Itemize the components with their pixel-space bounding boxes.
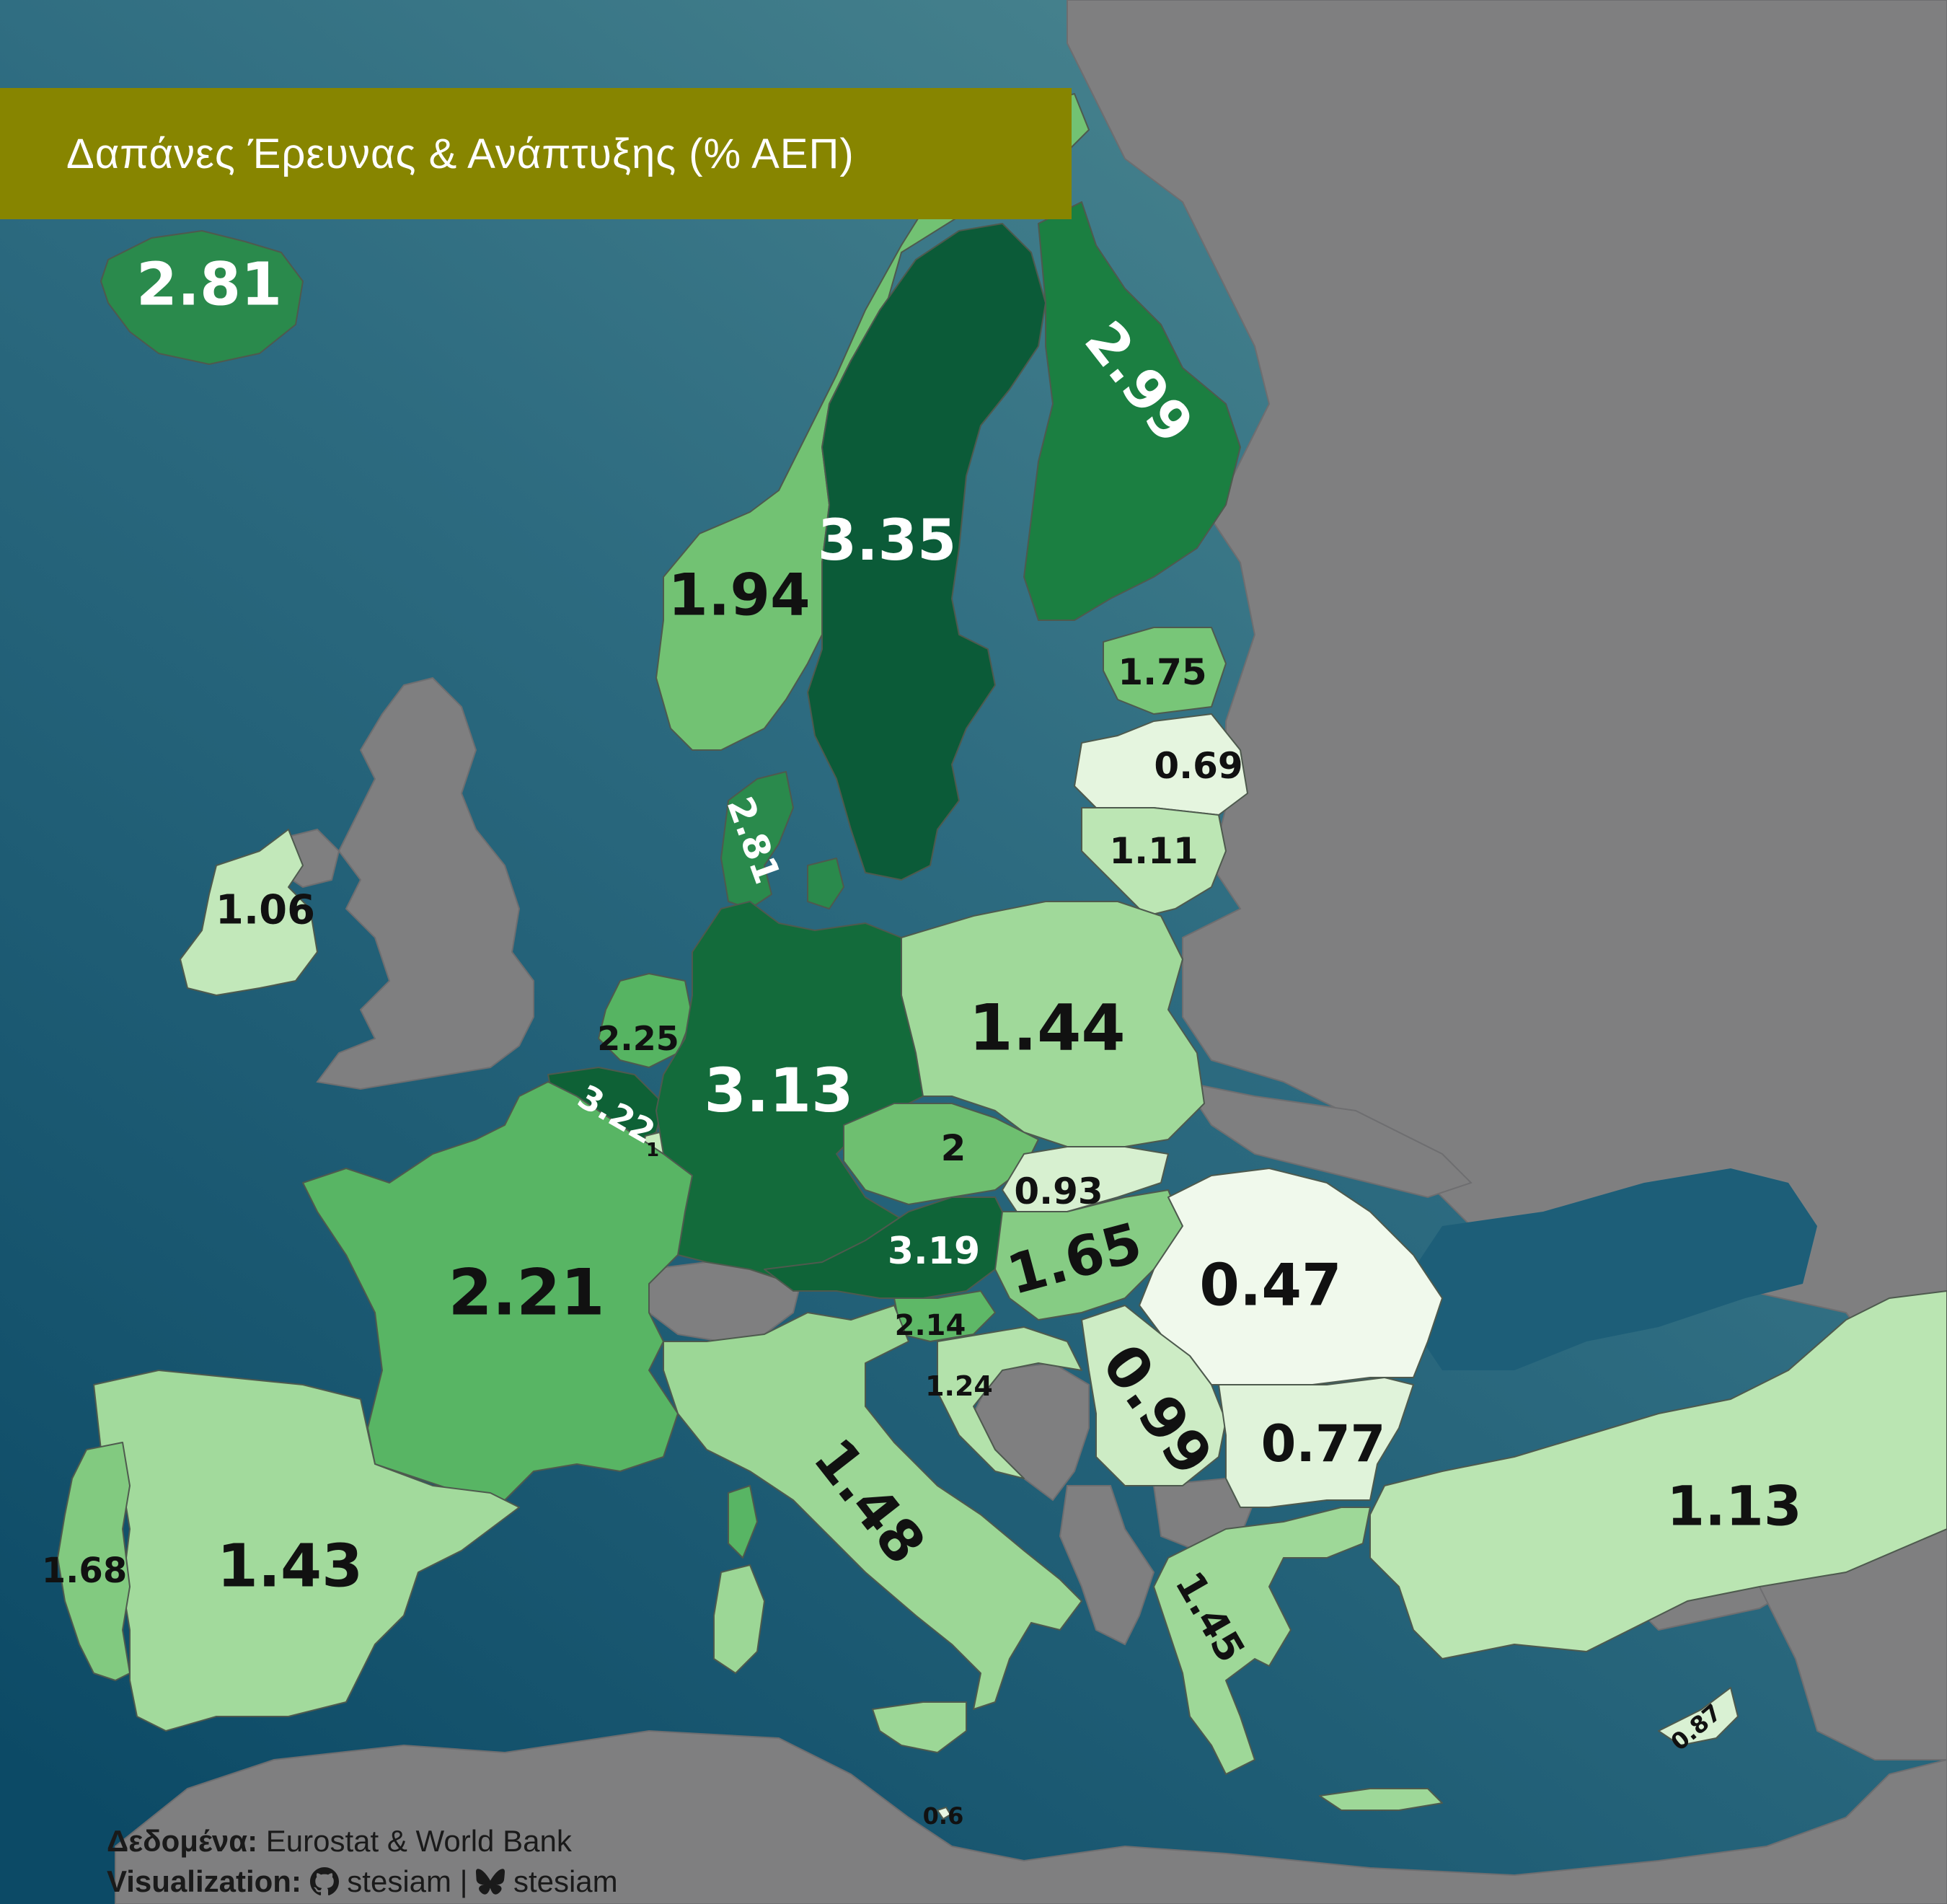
label-netherlands: 2.25 (597, 1019, 679, 1058)
country-malta (937, 1807, 951, 1820)
credits-data-label: Δεδομένα: (107, 1824, 258, 1858)
label-latvia: 0.69 (1154, 745, 1242, 787)
country-norway (655, 93, 1090, 751)
non-data-land (115, 0, 1947, 1904)
label-france: 2.21 (448, 1256, 604, 1330)
country-croatia (937, 1326, 1082, 1479)
label-ireland: 1.06 (216, 887, 315, 934)
country-sweden (807, 223, 1046, 881)
label-estonia: 1.75 (1118, 651, 1206, 693)
label-spain: 1.43 (217, 1533, 363, 1601)
country-latvia (1074, 713, 1248, 816)
country-hungary (994, 1189, 1183, 1321)
label-poland: 1.44 (968, 991, 1125, 1065)
label-portugal: 1.68 (42, 1551, 127, 1591)
label-austria: 3.19 (888, 1230, 980, 1273)
country-finland (1023, 201, 1241, 621)
credits-data-source: Eurostat & World Bank (265, 1824, 572, 1858)
label-czechia: 2 (941, 1127, 966, 1169)
credits-data-line: Δεδομένα: Eurostat & World Bank (107, 1821, 618, 1861)
country-portugal (57, 1442, 131, 1681)
label-lithuania: 1.11 (1109, 830, 1198, 872)
country-ireland (180, 829, 318, 996)
title-bar: Δαπάνες Έρευνας & Ανάπτυξης (% ΑΕΠ) (0, 88, 1072, 219)
credits-github-handle: stesiam (347, 1864, 451, 1898)
github-icon (309, 1867, 339, 1896)
country-france-corsica (728, 1485, 758, 1559)
country-denmark (720, 771, 794, 909)
bluesky-butterfly-icon (476, 1869, 505, 1895)
country-netherlands (598, 973, 693, 1068)
label-luxembourg: 1 (646, 1140, 659, 1161)
credits-bluesky-handle: stesiam (513, 1864, 618, 1898)
label-slovakia: 0.93 (1014, 1171, 1103, 1212)
label-malta: 0.6 (923, 1802, 964, 1830)
label-slovenia: 2.14 (895, 1309, 966, 1342)
map-title: Δαπάνες Έρευνας & Ανάπτυξης (% ΑΕΠ) (66, 130, 855, 177)
label-romania: 0.47 (1199, 1252, 1341, 1319)
data-countries (57, 93, 1947, 1820)
credits: Δεδομένα: Eurostat & World Bank Visualiz… (107, 1821, 618, 1902)
country-greece (1153, 1507, 1371, 1775)
label-sweden: 3.35 (818, 508, 956, 573)
country-bulgaria (1218, 1377, 1414, 1508)
country-lithuania (1081, 807, 1227, 917)
country-denmark-islands (807, 858, 844, 909)
country-greece-crete (1319, 1788, 1443, 1811)
label-turkey: 1.13 (1666, 1474, 1802, 1538)
credits-viz-line: Visualization: stesiam | stesiam (107, 1861, 618, 1902)
country-italy-sicily (872, 1701, 967, 1753)
country-cyprus (1658, 1687, 1739, 1746)
country-slovakia (1002, 1146, 1169, 1212)
country-serbia (1081, 1305, 1227, 1486)
country-romania (1139, 1168, 1443, 1385)
country-estonia (1103, 627, 1227, 715)
country-turkey (1369, 1290, 1947, 1660)
label-norway: 1.94 (668, 562, 810, 629)
label-bulgaria: 0.77 (1261, 1414, 1386, 1473)
label-iceland: 2.81 (136, 251, 282, 319)
country-italy (663, 1305, 1082, 1710)
country-italy-sardinia (713, 1564, 765, 1674)
credits-separator: | (459, 1864, 468, 1898)
country-iceland (100, 230, 304, 365)
label-croatia: 1.24 (925, 1370, 993, 1402)
credits-viz-label: Visualization: (107, 1864, 301, 1898)
country-poland (901, 901, 1205, 1147)
label-germany: 3.13 (704, 1055, 853, 1126)
